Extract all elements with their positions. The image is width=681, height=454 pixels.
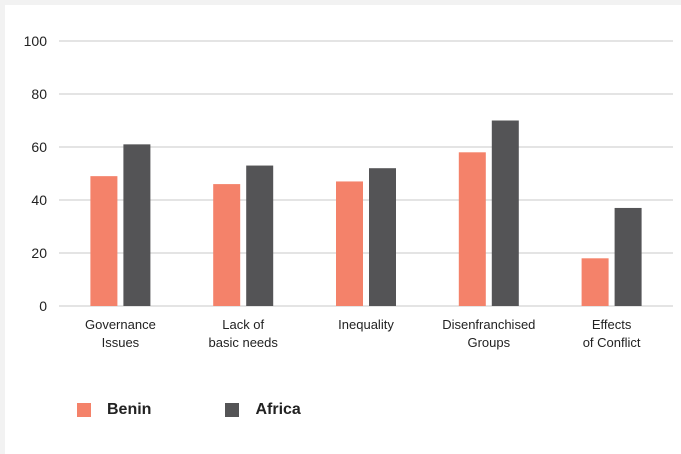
y-tick-label: 60 bbox=[31, 139, 47, 155]
legend-label-benin: Benin bbox=[107, 401, 152, 418]
x-axis-labels: Governance Issues Lack of basic needs Inequa… bbox=[85, 317, 641, 350]
bar-benin bbox=[336, 181, 363, 306]
legend-item-africa: Africa bbox=[225, 401, 301, 419]
legend-item-benin: Benin bbox=[77, 401, 151, 419]
bar-benin bbox=[90, 176, 118, 306]
bar-africa bbox=[491, 120, 519, 306]
legend-label-africa: Africa bbox=[255, 401, 301, 418]
x-category-label: Inequality bbox=[338, 317, 394, 332]
bar-africa bbox=[369, 168, 396, 306]
y-tick-label: 20 bbox=[31, 245, 47, 261]
bar-benin bbox=[213, 184, 241, 306]
y-tick-label: 80 bbox=[31, 86, 47, 102]
gridlines bbox=[59, 40, 673, 307]
legend: Benin Africa bbox=[77, 401, 375, 419]
y-tick-label: 0 bbox=[39, 298, 47, 314]
chart-panel: 0 20 40 60 80 100 Governance Issues Lack of basi… bbox=[5, 5, 681, 454]
bar-chart: 0 20 40 60 80 100 Governance Issues Lack of basi… bbox=[24, 33, 673, 350]
y-tick-label: 40 bbox=[31, 192, 47, 208]
y-axis-ticks: 0 20 40 60 80 100 bbox=[24, 33, 48, 314]
x-category-label: Effects of Conflict bbox=[583, 317, 641, 350]
bar-africa bbox=[123, 144, 151, 306]
x-category-label: Lack of basic needs bbox=[209, 317, 279, 350]
bar-benin bbox=[581, 258, 609, 306]
y-tick-label: 100 bbox=[24, 33, 48, 49]
legend-swatch-africa bbox=[225, 403, 240, 417]
bar-africa bbox=[614, 207, 642, 306]
bars bbox=[90, 120, 642, 306]
bar-africa bbox=[246, 165, 274, 306]
x-category-label: Disenfranchised Groups bbox=[442, 317, 535, 350]
x-category-label: Governance Issues bbox=[85, 317, 156, 350]
legend-swatch-benin bbox=[77, 403, 91, 417]
bar-benin bbox=[458, 152, 486, 306]
